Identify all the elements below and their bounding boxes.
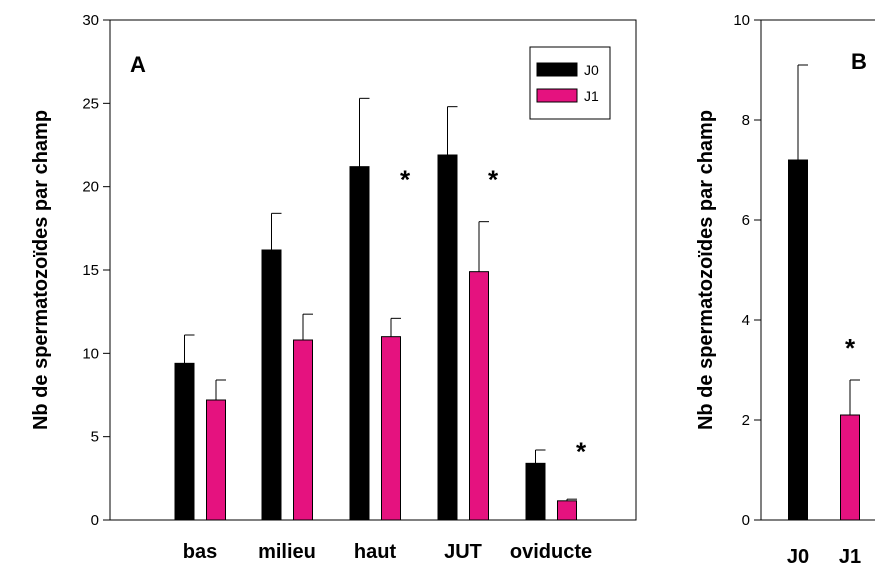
panel-label: A	[130, 52, 146, 77]
y-tick-label: 0	[91, 512, 99, 529]
x-tick-label: milieu	[258, 541, 316, 563]
significance-star: *	[576, 436, 587, 466]
bar	[788, 159, 808, 521]
x-tick-label: J0	[787, 546, 809, 568]
legend-swatch	[536, 88, 578, 103]
y-tick-label: 4	[742, 312, 750, 329]
y-tick-label: 10	[733, 12, 750, 29]
bar	[437, 154, 458, 521]
bar	[174, 362, 195, 521]
legend-swatch	[536, 62, 578, 77]
y-tick-label: 0	[742, 512, 750, 529]
bar	[469, 271, 489, 521]
bar	[206, 399, 226, 521]
y-tick-label: 8	[742, 112, 750, 129]
bar	[557, 500, 577, 521]
plot-frame	[760, 19, 875, 521]
y-tick-label: 25	[82, 95, 99, 112]
y-tick-label: 30	[82, 12, 99, 29]
y-tick-label: 15	[82, 262, 99, 279]
x-tick-label: haut	[354, 541, 397, 563]
y-axis-title: Nb de spermatozoïdes par champ	[30, 110, 52, 430]
y-tick-label: 6	[742, 212, 750, 229]
y-tick-label: 2	[742, 412, 750, 429]
significance-star: *	[488, 165, 499, 195]
panel-label: B	[851, 49, 867, 74]
x-tick-label: JUT	[444, 541, 482, 563]
legend: J0 J1	[529, 46, 611, 120]
x-tick-label: J1	[839, 546, 861, 568]
y-axis-title: Nb de spermatozoïdes par champ	[695, 110, 717, 430]
bar	[525, 462, 546, 521]
legend-box	[529, 46, 611, 120]
y-tick-label: 5	[91, 429, 99, 446]
panel-b: 0 2 4 6 8 10 Nb de spermatozoïdes par champ B J0…	[695, 12, 875, 568]
legend-label: J0	[584, 62, 599, 78]
legend-label: J1	[584, 88, 599, 104]
bar	[261, 249, 282, 521]
bar	[293, 339, 313, 521]
x-tick-label: bas	[183, 541, 217, 563]
bar	[840, 414, 860, 521]
significance-star: *	[400, 165, 411, 195]
bar	[349, 166, 370, 521]
panel-a: 0 5 10 15 20 25 30 Nb de spermatozoïdes par cha…	[30, 12, 637, 563]
significance-star: *	[845, 333, 856, 363]
x-tick-label: oviducte	[510, 541, 592, 563]
bar	[381, 336, 401, 521]
y-tick-label: 20	[82, 179, 99, 196]
y-tick-label: 10	[82, 345, 99, 362]
